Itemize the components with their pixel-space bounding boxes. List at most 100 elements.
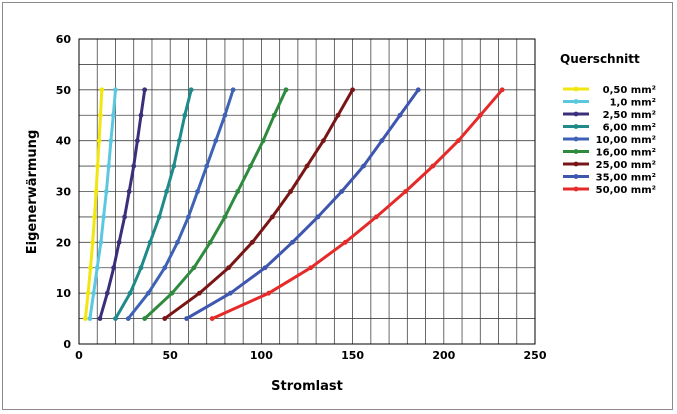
x-tick-label: 50 (163, 349, 179, 362)
data-point (126, 189, 132, 194)
chart-frame (2, 2, 673, 410)
data-point (127, 290, 133, 296)
legend-marker (573, 124, 579, 129)
data-point (142, 87, 148, 93)
x-tick-label: 150 (341, 349, 364, 362)
data-point (169, 290, 175, 296)
tick-labels: 0 50 100 150 200 250 0 10 20 30 40 50 60 (56, 33, 547, 362)
y-tick-label: 50 (56, 84, 72, 97)
y-tick-label: 20 (56, 236, 72, 249)
data-point (207, 239, 213, 245)
data-point (262, 265, 268, 271)
data-point (321, 138, 326, 144)
data-point (182, 112, 188, 118)
data-point (415, 87, 421, 93)
data-point (96, 138, 102, 144)
x-tick-label: 250 (524, 349, 547, 362)
legend-label: 1,0 mm² (610, 98, 656, 109)
x-tick-label: 0 (75, 349, 83, 362)
x-axis-title: Stromlast (271, 379, 343, 394)
data-point (108, 138, 114, 144)
plot-area-border (78, 38, 536, 345)
legend-label: 2,50 mm² (603, 110, 656, 121)
data-point (304, 163, 310, 169)
data-point (222, 112, 228, 118)
data-point (269, 214, 275, 220)
series-line (83, 88, 104, 321)
data-point (191, 265, 197, 271)
data-point (98, 112, 103, 118)
legend-marker (573, 149, 579, 154)
data-point (95, 163, 101, 169)
data-point (209, 316, 215, 321)
data-point (227, 290, 233, 296)
data-point (235, 189, 241, 194)
data-point (176, 138, 182, 144)
data-point (103, 189, 109, 194)
series-4 (113, 87, 194, 321)
legend-marker (573, 99, 579, 104)
data-point (125, 316, 131, 321)
data-point (230, 87, 236, 93)
series-2 (87, 87, 118, 321)
y-tick-label: 0 (63, 338, 71, 351)
data-point (134, 138, 140, 144)
data-point (226, 265, 231, 271)
data-point (156, 214, 162, 220)
legend-marker (573, 161, 579, 167)
data-point (111, 265, 117, 271)
data-point (308, 265, 314, 271)
data-point (499, 87, 505, 93)
series-7 (162, 87, 355, 321)
data-point (266, 290, 272, 296)
series-line (185, 88, 420, 321)
data-point (82, 316, 88, 321)
series-5 (125, 87, 236, 321)
series-1 (82, 87, 105, 321)
data-point (113, 87, 118, 93)
data-point (147, 239, 153, 245)
data-point (164, 189, 169, 194)
data-point (88, 265, 93, 271)
data-point (93, 189, 99, 194)
data-point (138, 112, 144, 118)
data-point (138, 265, 144, 271)
series-6 (142, 87, 289, 321)
data-point (373, 214, 379, 220)
data-point (113, 316, 118, 321)
data-point (195, 189, 200, 194)
data-point (260, 138, 266, 144)
data-point (110, 112, 116, 118)
legend-label: 10,00 mm² (596, 135, 656, 146)
series-line (98, 88, 147, 321)
data-point (97, 316, 103, 321)
legend-label: 35,00 mm² (596, 173, 656, 184)
data-point (283, 87, 289, 93)
data-point (288, 189, 293, 194)
data-point (186, 214, 191, 220)
data-point (131, 163, 137, 169)
data-point (477, 112, 483, 118)
x-tick-label: 100 (250, 349, 273, 362)
grid-layer (78, 38, 536, 345)
data-point (379, 138, 385, 144)
data-point (101, 214, 107, 220)
data-point (271, 112, 277, 118)
data-point (98, 239, 104, 245)
data-point (339, 189, 345, 194)
data-point (335, 112, 341, 118)
data-point (162, 316, 168, 321)
data-point (104, 290, 110, 296)
data-point (196, 290, 202, 296)
series-line (126, 88, 235, 321)
data-point (145, 290, 151, 296)
x-tick-label: 200 (432, 349, 455, 362)
data-point (87, 316, 93, 321)
data-point (248, 163, 253, 169)
data-point (85, 290, 91, 296)
series-8 (184, 87, 421, 321)
data-point (350, 87, 355, 93)
data-point (122, 214, 127, 220)
data-point (361, 163, 366, 169)
